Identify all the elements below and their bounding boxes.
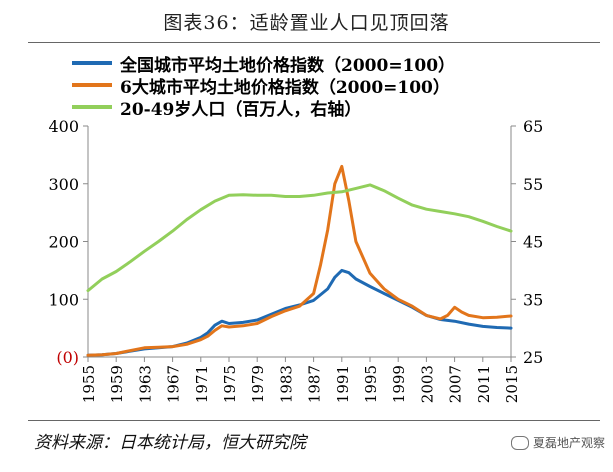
- legend-label-population: 20-49岁人口（百万人，右轴）: [120, 99, 362, 120]
- x-tick-label-0: 1955: [80, 365, 98, 403]
- wechat-icon: [510, 435, 529, 450]
- x-tick-label-13: 2007: [447, 365, 465, 403]
- x-tick-label-6: 1979: [249, 365, 267, 403]
- x-tick-label-15: 2015: [503, 365, 521, 403]
- x-axis: 1955 1959 1963 1967 1971 1975 1979 1983 1987 1991…: [80, 356, 521, 403]
- legend: 全国城市平均土地价格指数（2000=100） 6大城市平均土地价格指数（2000…: [72, 52, 456, 120]
- x-tick-label-8: 1987: [306, 365, 324, 403]
- right-tick-label-1: 35: [523, 290, 543, 309]
- legend-item-national: 全国城市平均土地价格指数（2000=100）: [72, 52, 456, 76]
- x-tick-label-11: 1999: [390, 365, 408, 403]
- x-tick-label-9: 1991: [334, 365, 352, 403]
- right-tick-label-0: 25: [523, 348, 543, 367]
- x-tick-label-3: 1967: [165, 365, 183, 403]
- series-line-six-cities: [86, 164, 513, 357]
- legend-label-six-cities: 6大城市平均土地价格指数（2000=100）: [120, 77, 450, 98]
- legend-swatch-national: [72, 61, 112, 65]
- right-axis: 25 35 45 55 65: [510, 117, 543, 367]
- legend-swatch-six-cities: [72, 83, 112, 87]
- x-tick-label-4: 1971: [193, 365, 211, 403]
- left-axis: (0) 100 200 300 400: [48, 117, 89, 367]
- watermark: 夏磊地产观察: [510, 434, 605, 451]
- x-tick-label-5: 1975: [221, 365, 239, 403]
- right-tick-label-2: 45: [523, 233, 543, 252]
- figure-title: 图表36：适龄置业人口见顶回落: [163, 12, 450, 34]
- left-tick-label-3: 300: [48, 175, 79, 194]
- legend-swatch-population: [72, 105, 112, 109]
- legend-item-six-cities: 6大城市平均土地价格指数（2000=100）: [72, 74, 455, 98]
- series-line-national: [86, 268, 513, 357]
- legend-item-population: 20-49岁人口（百万人，右轴）: [72, 96, 455, 120]
- left-tick-label-0: (0): [56, 348, 79, 367]
- source-divider: [28, 420, 600, 421]
- watermark-text: 夏磊地产观察: [532, 436, 605, 450]
- x-tick-label-1: 1959: [108, 365, 126, 403]
- left-tick-label-1: 100: [48, 290, 79, 309]
- x-tick-label-7: 1983: [277, 365, 295, 403]
- x-tick-label-14: 2011: [475, 365, 493, 403]
- x-tick-label-10: 1995: [362, 365, 380, 403]
- x-tick-label-2: 1963: [136, 365, 154, 403]
- title-divider: [28, 42, 600, 43]
- right-tick-label-4: 65: [523, 117, 543, 136]
- legend-label-national: 全国城市平均土地价格指数（2000=100）: [120, 55, 456, 76]
- series-line-population: [86, 183, 513, 293]
- series-lines: [86, 164, 513, 357]
- left-tick-label-4: 400: [48, 117, 79, 136]
- source-note: 资料来源：日本统计局，恒大研究院: [34, 433, 306, 453]
- left-tick-label-2: 200: [48, 233, 79, 252]
- x-tick-label-12: 2003: [418, 365, 436, 403]
- right-tick-label-3: 55: [523, 175, 543, 194]
